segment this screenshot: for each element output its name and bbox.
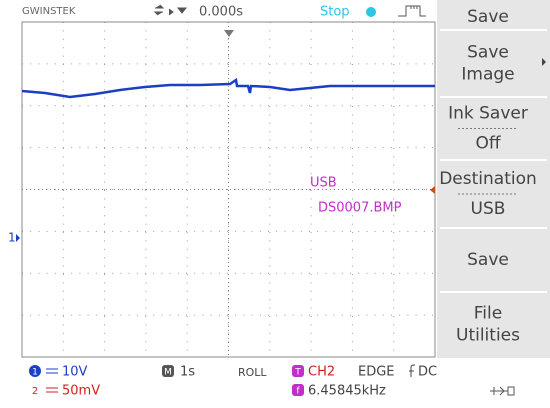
ch1-trace bbox=[21, 77, 435, 99]
coupling: DC bbox=[418, 365, 437, 380]
submenu-arrow bbox=[542, 58, 546, 66]
ch1-scale: 10V bbox=[62, 365, 88, 380]
mode: ROLL bbox=[238, 366, 267, 379]
graticule bbox=[22, 22, 435, 357]
frequency: 6.45845kHz bbox=[308, 384, 386, 399]
usb-icon bbox=[490, 386, 515, 396]
message: USB bbox=[310, 176, 337, 191]
badge bbox=[29, 365, 41, 377]
badge bbox=[162, 365, 174, 377]
menu-background bbox=[437, 0, 550, 358]
brand: GWINSTEK bbox=[22, 6, 76, 17]
ch2-badge: 2 bbox=[32, 386, 38, 397]
channel-marker: 1 bbox=[8, 231, 16, 245]
menu-value: USB bbox=[471, 199, 506, 219]
dc-symbol bbox=[46, 387, 58, 393]
menu-label: Ink Saver bbox=[448, 104, 528, 124]
badge bbox=[292, 384, 304, 396]
trigger-icon bbox=[398, 5, 426, 17]
menu-label: Save bbox=[467, 250, 509, 270]
menu-label: Save bbox=[467, 43, 509, 63]
channel-marker-arrow bbox=[16, 234, 20, 242]
time-scale: 1s bbox=[180, 365, 195, 380]
ch2-scale: 50mV bbox=[62, 384, 100, 399]
menu-label: Destination bbox=[439, 169, 537, 189]
trigger-badge: T bbox=[294, 368, 301, 378]
menu-label: File bbox=[474, 304, 502, 324]
run-status: Stop bbox=[320, 5, 350, 20]
menu-label: Save bbox=[467, 7, 509, 27]
menu-value: Off bbox=[475, 134, 501, 154]
ch1-badge: 1 bbox=[32, 368, 38, 378]
time-offset: 0.000s bbox=[199, 5, 243, 20]
trigger-type: EDGE bbox=[358, 365, 395, 380]
time-badge: M bbox=[164, 368, 172, 378]
freq-badge: f bbox=[296, 387, 300, 397]
status-dot bbox=[366, 7, 376, 17]
trigger-position bbox=[224, 30, 234, 37]
dc-symbol bbox=[46, 368, 58, 374]
position-icon bbox=[153, 4, 188, 16]
badge bbox=[292, 365, 304, 377]
message: DS0007.BMP bbox=[318, 201, 402, 216]
coupling-symbol bbox=[409, 364, 416, 377]
trigger-source: CH2 bbox=[308, 365, 335, 380]
menu-label: Utilities bbox=[456, 326, 520, 346]
trigger-level bbox=[430, 186, 435, 194]
menu-label: Image bbox=[461, 65, 514, 85]
